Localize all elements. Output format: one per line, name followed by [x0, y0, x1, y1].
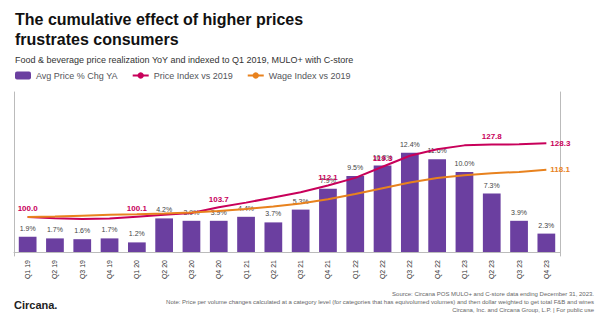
svg-text:3.9%: 3.9% [511, 209, 527, 216]
svg-text:Q1 22: Q1 22 [352, 260, 360, 279]
svg-text:Q2 22: Q2 22 [379, 260, 387, 279]
svg-text:The cumulative effect of highe: The cumulative effect of higher prices [15, 11, 303, 28]
svg-text:Circana.: Circana. [14, 299, 57, 311]
svg-text:11.6%: 11.6% [427, 147, 447, 155]
svg-text:Avg Price % Chg YA: Avg Price % Chg YA [36, 71, 118, 81]
svg-text:3.9%: 3.9% [210, 208, 227, 216]
svg-text:10.0%: 10.0% [455, 160, 475, 167]
svg-text:100.1: 100.1 [127, 204, 148, 213]
svg-text:Q1 19: Q1 19 [24, 260, 32, 279]
svg-text:Q4 23: Q4 23 [543, 260, 551, 279]
svg-text:100.0: 100.0 [18, 204, 39, 213]
svg-text:Q2 23: Q2 23 [488, 260, 496, 279]
svg-text:Q4 22: Q4 22 [434, 260, 442, 279]
svg-text:2.3%: 2.3% [538, 222, 554, 229]
svg-text:Q1 21: Q1 21 [243, 260, 251, 279]
svg-text:112.1: 112.1 [318, 173, 338, 182]
svg-text:119.3: 119.3 [373, 154, 393, 163]
svg-text:Price Index vs 2019: Price Index vs 2019 [154, 71, 233, 81]
svg-text:Q1 20: Q1 20 [133, 260, 141, 279]
svg-text:Q3 22: Q3 22 [406, 260, 414, 279]
svg-text:1.7%: 1.7% [47, 226, 63, 233]
svg-text:5.3%: 5.3% [292, 197, 309, 205]
svg-text:Q1 23: Q1 23 [461, 260, 469, 279]
svg-text:1.9%: 1.9% [20, 225, 36, 232]
svg-text:Q3 23: Q3 23 [516, 260, 524, 279]
svg-text:3.9%: 3.9% [183, 208, 200, 216]
svg-text:Wage Index vs 2019: Wage Index vs 2019 [269, 71, 351, 81]
svg-text:Q3 19: Q3 19 [79, 260, 87, 279]
svg-text:4.2%: 4.2% [156, 206, 172, 213]
svg-text:1.7%: 1.7% [102, 226, 118, 233]
svg-text:128.3: 128.3 [550, 139, 571, 148]
svg-text:9.5%: 9.5% [347, 164, 363, 171]
svg-text:1.2%: 1.2% [129, 230, 145, 237]
svg-text:Food & beverage price realizat: Food & beverage price realization YoY an… [15, 55, 353, 65]
svg-text:Circana, Inc. and Circana Grou: Circana, Inc. and Circana Group, L.P. | … [452, 307, 595, 313]
svg-text:Q3 21: Q3 21 [297, 260, 305, 279]
svg-text:Q4 19: Q4 19 [106, 260, 114, 279]
svg-text:3.7%: 3.7% [265, 210, 281, 217]
svg-text:Q2 19: Q2 19 [51, 260, 59, 279]
svg-text:Q2 20: Q2 20 [161, 260, 169, 279]
svg-text:Q3 20: Q3 20 [188, 260, 196, 279]
svg-text:Q4 21: Q4 21 [324, 260, 332, 279]
svg-text:Note: Price per volume changes: Note: Price per volume changes calculate… [166, 299, 594, 305]
svg-text:4.4%: 4.4% [238, 204, 254, 212]
svg-text:127.8: 127.8 [482, 132, 503, 141]
svg-text:frustrates consumers: frustrates consumers [15, 31, 179, 48]
svg-text:7.3%: 7.3% [484, 182, 500, 189]
svg-text:118.1: 118.1 [550, 165, 570, 174]
svg-text:Q4 20: Q4 20 [215, 260, 223, 279]
svg-text:Q2 21: Q2 21 [270, 260, 278, 279]
svg-text:103.7: 103.7 [209, 195, 230, 204]
svg-text:12.4%: 12.4% [400, 141, 420, 148]
svg-text:1.6%: 1.6% [74, 227, 90, 234]
svg-text:Source: Circana POS MULO+ and: Source: Circana POS MULO+ and C-store da… [392, 291, 594, 297]
